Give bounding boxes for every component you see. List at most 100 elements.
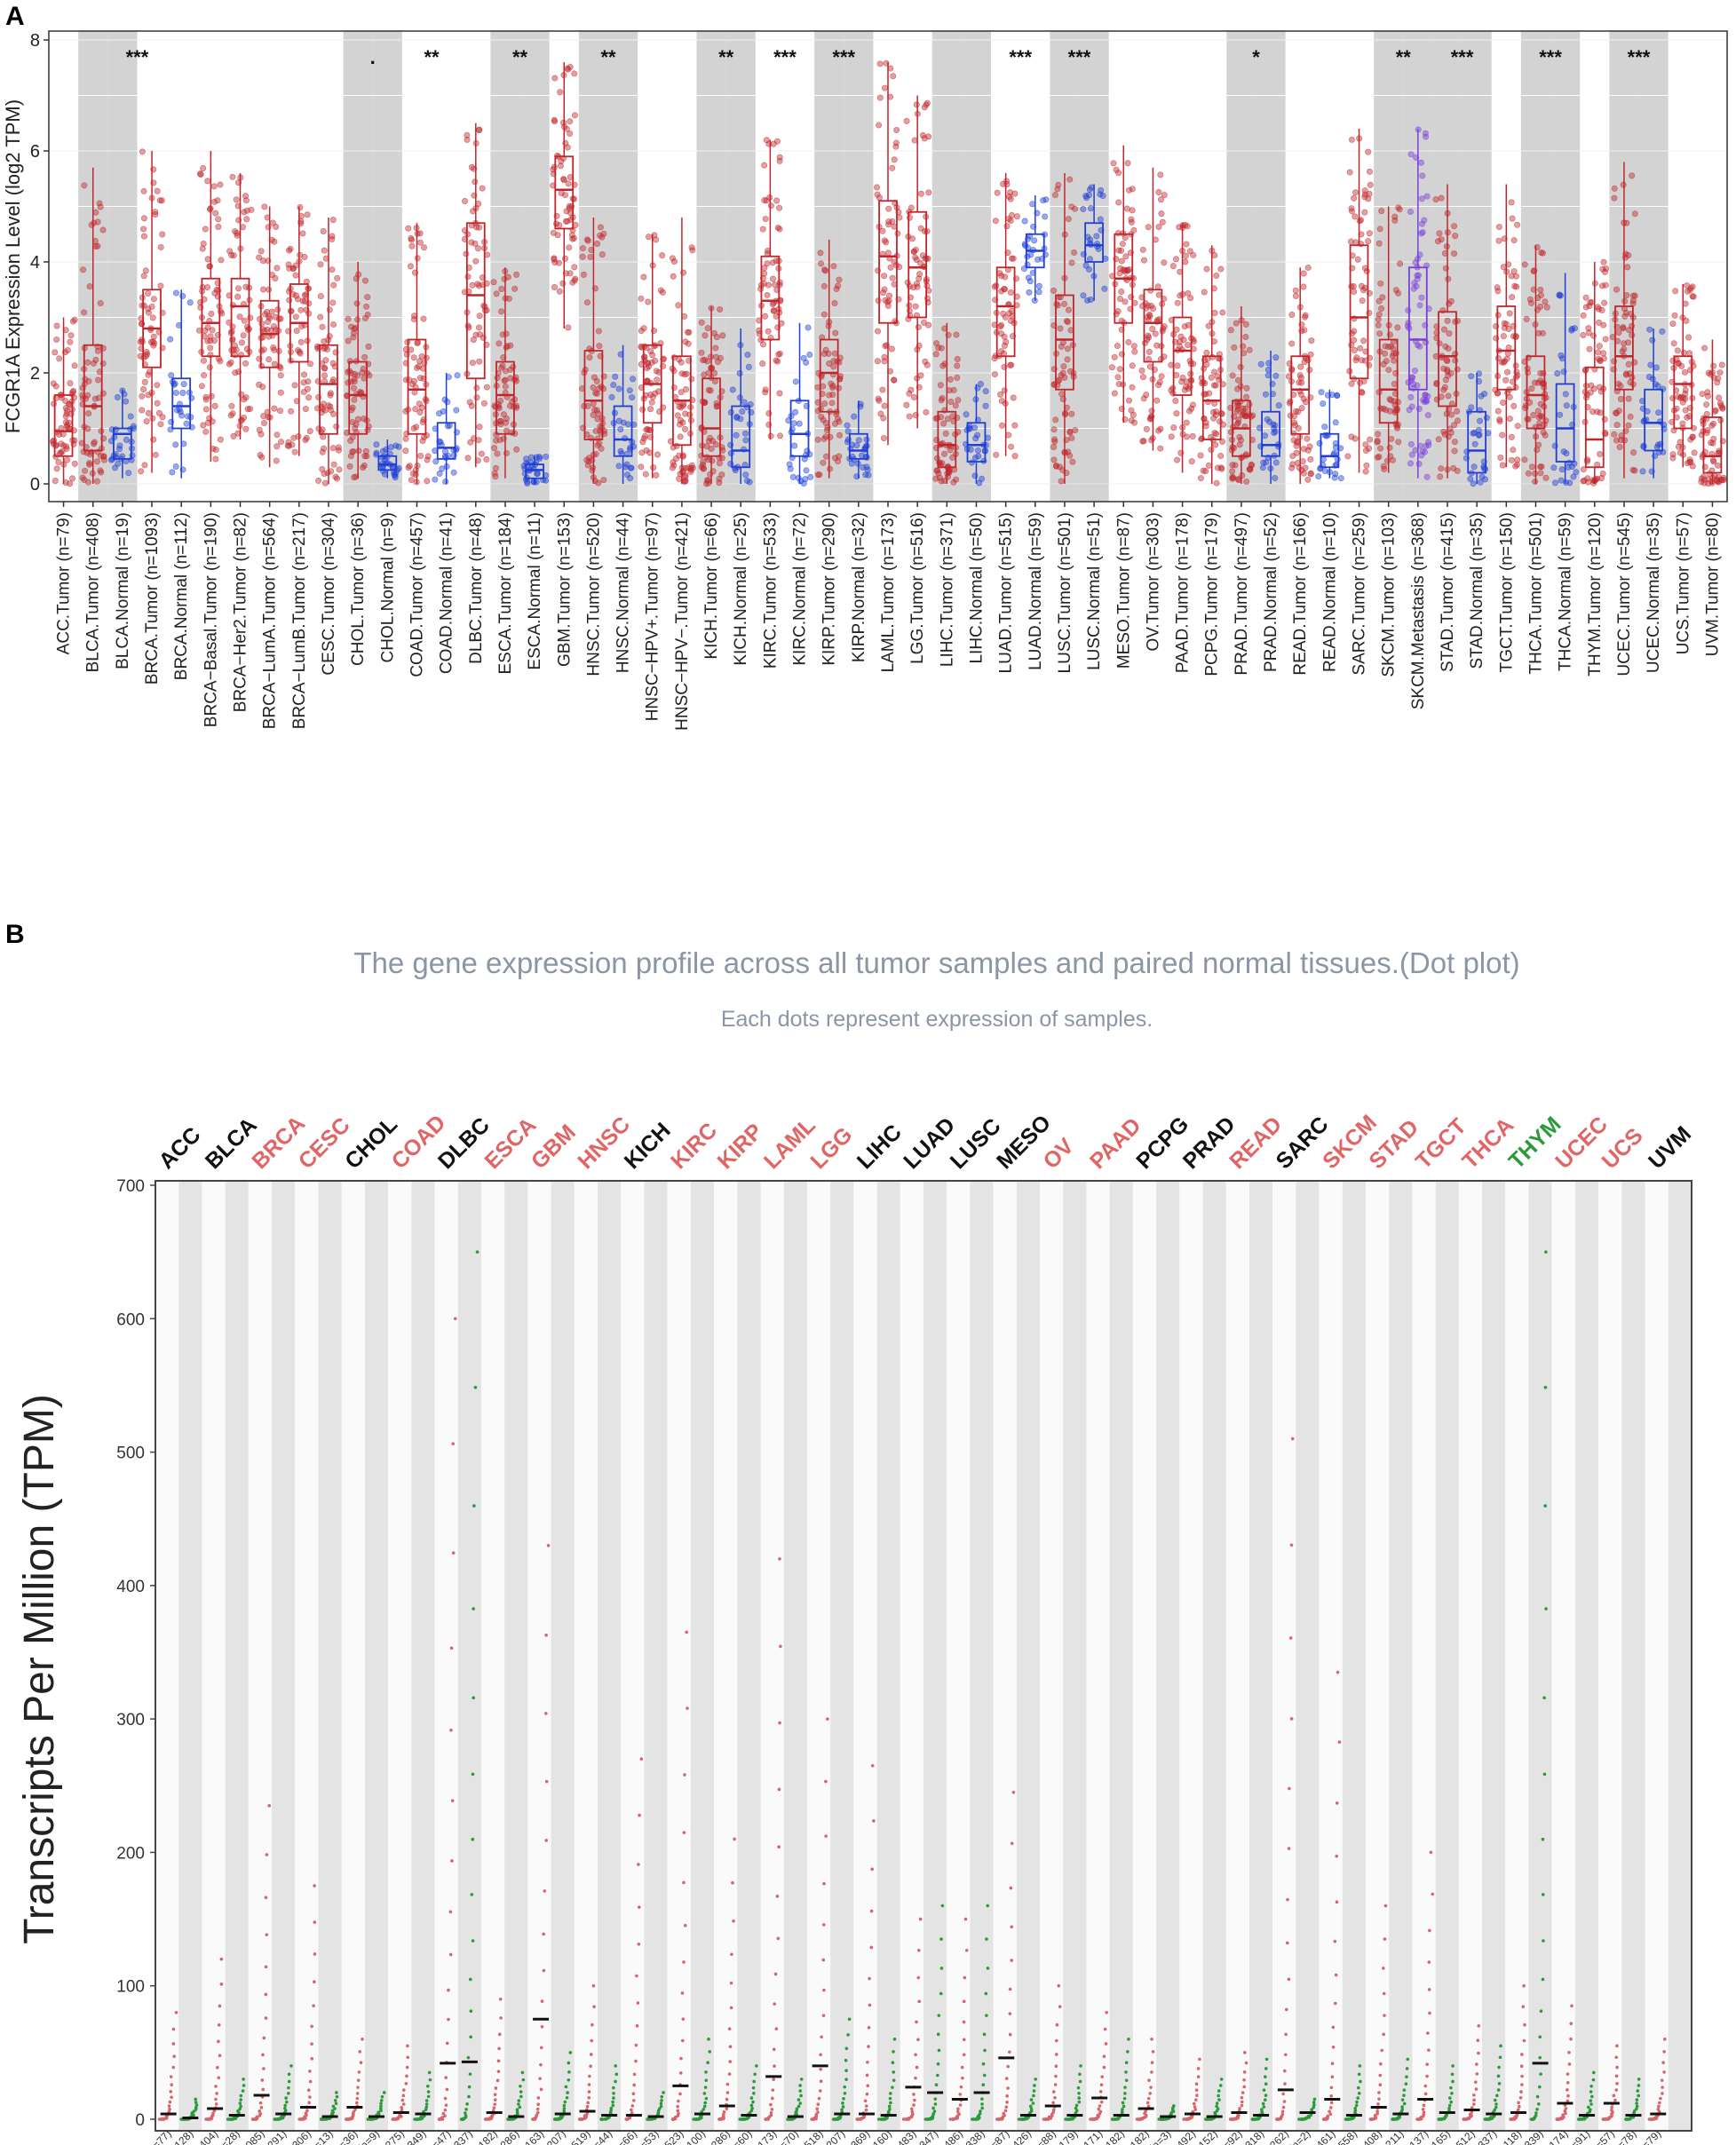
box: [348, 360, 369, 435]
sample-dot: [520, 2070, 525, 2075]
data-point: [360, 365, 367, 372]
data-point: [1246, 346, 1253, 353]
data-point: [292, 313, 299, 321]
data-point: [882, 343, 889, 350]
data-point: [236, 313, 243, 321]
sample-dot: [981, 2083, 986, 2087]
sample-dot: [587, 2074, 591, 2078]
data-point: [468, 239, 475, 246]
sample-dot: [1058, 2005, 1062, 2008]
data-point: [321, 372, 329, 379]
data-point: [567, 118, 574, 125]
significance-label: ***: [1009, 46, 1032, 68]
band: [1319, 1181, 1343, 2131]
data-point: [1506, 416, 1513, 423]
data-point: [410, 377, 417, 384]
data-point: [982, 388, 989, 395]
band: [737, 1181, 761, 2131]
data-point: [301, 371, 308, 378]
sample-dot: [1010, 1841, 1014, 1846]
data-point: [1332, 419, 1339, 426]
band: [1668, 1181, 1692, 2131]
data-point: [1499, 462, 1506, 469]
data-point: [242, 394, 250, 401]
data-point: [209, 327, 216, 334]
data-point: [168, 372, 175, 379]
sample-dot: [773, 2064, 776, 2068]
data-point: [127, 413, 134, 420]
data-point: [617, 426, 624, 433]
data-point: [1108, 364, 1115, 371]
data-point: [230, 432, 237, 439]
sample-dot: [493, 2098, 497, 2101]
sample-dot: [728, 2060, 733, 2063]
data-point: [565, 66, 572, 73]
sample-dot: [467, 2094, 471, 2099]
data-point: [923, 408, 930, 416]
data-point: [1188, 458, 1195, 465]
data-point: [424, 478, 431, 485]
data-point: [1063, 318, 1070, 325]
data-point: [1057, 325, 1064, 332]
data-point: [629, 394, 636, 401]
significance-label: ***: [1451, 46, 1474, 68]
data-point: [145, 409, 152, 416]
sample-dot: [1029, 2098, 1034, 2101]
sample-dot: [451, 1442, 455, 1445]
data-point: [143, 418, 150, 425]
data-point: [1295, 408, 1302, 416]
data-point: [475, 282, 482, 289]
y-tick-label: 0: [30, 475, 40, 495]
sample-dot: [704, 2070, 708, 2074]
data-point: [271, 238, 278, 245]
data-point: [920, 319, 927, 326]
data-point: [1379, 294, 1386, 301]
data-point: [1615, 329, 1622, 336]
sample-dot: [662, 2091, 665, 2094]
data-point: [1243, 393, 1250, 400]
data-point: [1718, 361, 1725, 368]
data-point: [1087, 236, 1094, 243]
data-point: [669, 255, 676, 262]
data-point: [971, 424, 979, 431]
sample-dot: [401, 2094, 406, 2098]
data-point: [1068, 259, 1075, 266]
data-point: [1243, 478, 1250, 485]
data-point: [1128, 407, 1135, 414]
data-point: [1407, 440, 1415, 447]
data-point: [140, 226, 147, 233]
data-point: [1708, 422, 1716, 429]
data-point: [584, 462, 591, 469]
sample-dot: [611, 2103, 615, 2108]
data-point: [1308, 337, 1315, 344]
data-point: [501, 275, 508, 282]
sample-dot: [889, 2101, 892, 2105]
data-point: [1116, 366, 1123, 373]
data-point: [1599, 471, 1606, 478]
data-point: [954, 362, 961, 369]
data-point: [598, 445, 605, 452]
data-point: [1374, 438, 1381, 445]
data-point: [855, 437, 862, 444]
data-point: [230, 252, 237, 259]
sample-dot: [1054, 2064, 1058, 2069]
data-point: [329, 266, 336, 273]
data-point: [258, 248, 265, 255]
data-point: [1395, 439, 1402, 446]
x-tick-label: COAD.Tumor (n=457): [408, 512, 426, 677]
data-point: [1183, 241, 1190, 248]
data-point: [1376, 330, 1383, 337]
band: [1040, 1181, 1064, 2131]
sample-dot: [380, 2094, 384, 2099]
band: [667, 1181, 691, 2131]
data-point: [615, 463, 622, 470]
sample-dot: [356, 2078, 361, 2082]
data-point: [1550, 464, 1558, 471]
sample-dot: [535, 2110, 540, 2115]
data-point: [1060, 363, 1067, 370]
sample-dot: [284, 2096, 288, 2100]
data-point: [879, 386, 886, 393]
band: [225, 1181, 249, 2131]
band: [1296, 1181, 1320, 2131]
data-point: [1173, 372, 1180, 379]
